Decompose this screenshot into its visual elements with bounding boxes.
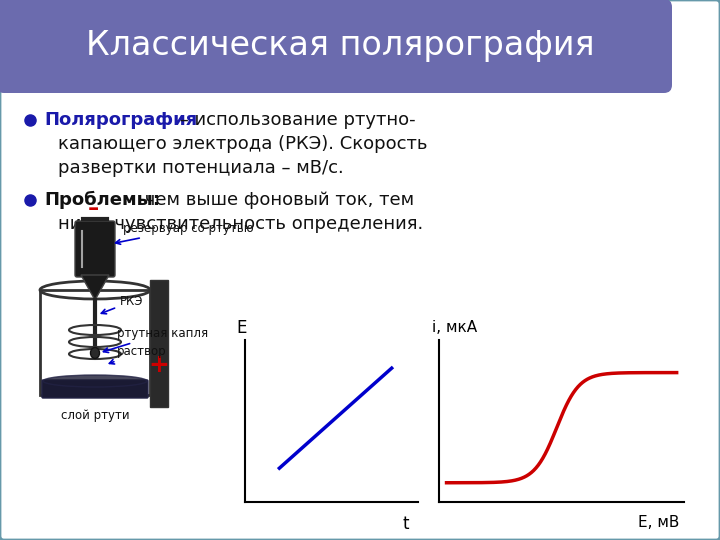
Text: слой ртути: слой ртути [60,408,130,422]
Text: E: E [236,319,246,337]
Text: РКЭ: РКЭ [102,295,143,314]
FancyBboxPatch shape [42,380,148,398]
Text: Полярография: Полярография [44,111,197,129]
FancyBboxPatch shape [75,221,115,277]
Text: капающего электрода (РКЭ). Скорость: капающего электрода (РКЭ). Скорость [58,135,428,153]
Text: раствор: раствор [109,345,166,364]
Text: t: t [402,515,409,533]
Text: развертки потенциала – мВ/с.: развертки потенциала – мВ/с. [58,159,343,177]
Text: Проблемы:: Проблемы: [44,191,160,209]
Text: ртутная капля: ртутная капля [104,327,208,353]
Text: чем выше фоновый ток, тем: чем выше фоновый ток, тем [139,191,414,209]
Text: резервуар со ртутью: резервуар со ртутью [115,222,253,244]
Polygon shape [81,275,109,300]
Text: i, мкА: i, мкА [432,320,477,335]
Ellipse shape [91,348,99,359]
Text: +: + [148,353,169,377]
Text: Е, мВ: Е, мВ [638,515,679,530]
Text: ниже чувствительность определения.: ниже чувствительность определения. [58,215,423,233]
Text: – использование ртутно-: – использование ртутно- [174,111,415,129]
Text: –: – [87,199,99,219]
Text: Классическая полярография: Классическая полярография [86,30,594,63]
Ellipse shape [43,375,147,387]
FancyBboxPatch shape [0,0,672,93]
Bar [150,280,168,407]
